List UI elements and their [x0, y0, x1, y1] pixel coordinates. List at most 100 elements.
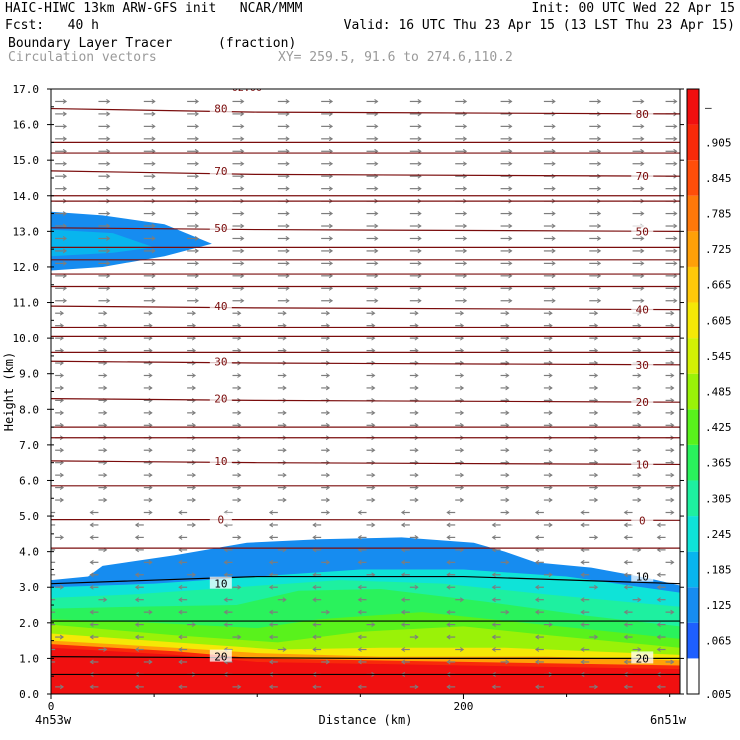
- circulation-vector: [455, 385, 465, 391]
- circulation-vector: [277, 373, 287, 378]
- circulation-vector: [500, 310, 510, 316]
- circulation-vector: [409, 397, 419, 403]
- circulation-vector: [409, 373, 419, 378]
- circulation-vector: [409, 161, 422, 167]
- circulation-vector: [543, 447, 553, 453]
- circulation-vector: [312, 684, 322, 690]
- y-tick-label: 5.0: [19, 510, 39, 523]
- circulation-vector: [409, 260, 422, 266]
- circulation-vector: [455, 497, 465, 503]
- circulation-vector: [534, 647, 544, 652]
- circulation-vector: [446, 659, 456, 665]
- circulation-vector: [187, 298, 200, 304]
- circulation-vector: [98, 173, 111, 179]
- circulation-vector: [277, 497, 287, 503]
- circulation-vector: [98, 385, 108, 391]
- circulation-vector: [357, 510, 367, 515]
- circulation-vector: [665, 99, 678, 104]
- circulation-vector: [187, 136, 200, 142]
- circulation-vector: [268, 522, 278, 528]
- circulation-vector: [277, 211, 290, 216]
- contour-label: 70: [214, 165, 227, 178]
- circulation-vector: [134, 684, 144, 690]
- circulation-vector: [632, 385, 642, 391]
- circulation-vector: [98, 111, 111, 117]
- circulation-vector: [321, 385, 331, 391]
- circulation-vector: [665, 123, 678, 129]
- circulation-vector: [143, 609, 153, 615]
- circulation-vector: [400, 659, 410, 665]
- circulation-vector: [232, 161, 245, 167]
- circulation-vector: [534, 510, 544, 515]
- circulation-vector: [89, 559, 99, 565]
- circulation-vector: [187, 248, 200, 254]
- circulation-vector: [580, 609, 590, 615]
- circulation-vector: [357, 534, 367, 540]
- circulation-vector: [321, 447, 331, 453]
- circulation-vector: [232, 373, 242, 378]
- circulation-vector: [232, 236, 245, 241]
- circulation-vector: [357, 634, 367, 640]
- circulation-vector: [665, 236, 678, 241]
- circulation-vector: [366, 161, 379, 167]
- circulation-vector: [580, 510, 590, 515]
- circulation-vector: [223, 559, 233, 565]
- circulation-vector: [98, 248, 111, 254]
- circulation-vector: [143, 248, 156, 254]
- circulation-vector: [534, 597, 544, 603]
- circulation-vector: [232, 534, 242, 540]
- circulation-vector: [632, 186, 645, 192]
- circulation-vector: [321, 310, 331, 316]
- temperature-contour: [51, 656, 680, 660]
- circulation-vector: [543, 260, 556, 266]
- circulation-vector: [543, 248, 556, 254]
- circulation-vector: [312, 597, 322, 603]
- circulation-vector: [98, 373, 108, 378]
- circulation-vector: [187, 211, 200, 216]
- vector-field-name: Circulation vectors: [8, 50, 157, 65]
- circulation-vector: [98, 99, 111, 104]
- circulation-vector: [665, 373, 675, 378]
- circulation-vector: [55, 298, 68, 304]
- circulation-vector: [134, 572, 144, 578]
- circulation-vector: [632, 597, 642, 603]
- colorbar-swatch: [687, 622, 699, 659]
- circulation-vector: [55, 497, 65, 503]
- circulation-vector: [268, 659, 278, 665]
- circulation-vector: [455, 310, 465, 316]
- circulation-vector: [232, 385, 242, 391]
- y-tick-label: 9.0: [19, 368, 39, 381]
- circulation-vector: [55, 161, 68, 167]
- circulation-vector: [268, 684, 278, 690]
- circulation-vector: [55, 248, 68, 254]
- circulation-vector: [500, 260, 513, 266]
- circulation-vector: [366, 211, 379, 216]
- circulation-vector: [543, 572, 553, 578]
- circulation-vector: [589, 410, 599, 416]
- circulation-vector: [277, 260, 290, 266]
- header-init-time: Init: 00 UTC Wed 22 Apr 15: [531, 1, 736, 16]
- contour-label: 30: [214, 355, 227, 368]
- circulation-vector: [277, 447, 287, 453]
- circulation-vector: [98, 186, 111, 192]
- circulation-vector: [589, 223, 602, 229]
- y-tick-label: 14.0: [13, 190, 40, 203]
- circulation-vector: [632, 236, 645, 241]
- circulation-vector: [632, 260, 645, 266]
- circulation-vector: [589, 248, 602, 254]
- circulation-vector: [409, 186, 422, 192]
- colorbar-label: .665: [705, 279, 732, 292]
- circulation-vector: [321, 186, 334, 192]
- circulation-vector: [409, 634, 419, 640]
- circulation-vector: [366, 472, 376, 478]
- circulation-vector: [357, 659, 367, 665]
- circulation-vector: [321, 609, 331, 615]
- contour-label: 20: [636, 652, 649, 665]
- circulation-vector: [232, 684, 242, 690]
- circulation-vector: [409, 298, 422, 304]
- circulation-vector: [232, 584, 242, 590]
- circulation-vector: [589, 99, 602, 104]
- header-forecast-hour: Fcst: 40 h: [5, 18, 99, 33]
- circulation-vector: [665, 136, 678, 142]
- colorbar-label: .245: [705, 528, 732, 541]
